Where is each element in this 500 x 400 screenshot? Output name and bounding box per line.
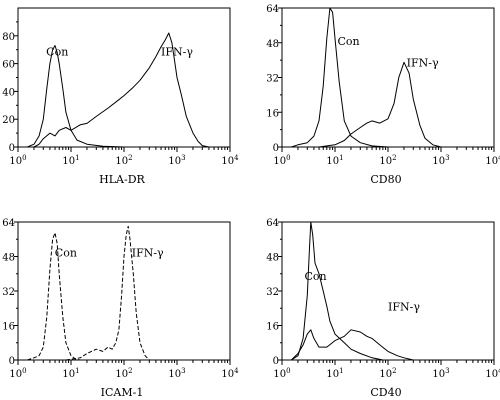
x-tick-label: 100 [273, 367, 290, 380]
x-tick-label: 102 [379, 367, 396, 380]
y-tick-label: 16 [266, 108, 279, 119]
x-axis-label: ICAM-1 [101, 386, 144, 399]
y-tick-label: 0 [9, 356, 15, 367]
x-tick-label: 104 [485, 154, 500, 167]
y-tick-label: 60 [2, 60, 15, 71]
y-tick-label: 32 [266, 74, 279, 85]
x-axis-label: HLA-DR [99, 173, 145, 186]
histogram-curve-ifn-gamma [318, 61, 442, 148]
x-tick-label: 102 [115, 367, 132, 380]
x-tick-label: 101 [326, 367, 343, 380]
x-tick-label: 103 [432, 154, 449, 167]
plot-frame [17, 221, 231, 361]
y-tick-label: 16 [266, 322, 279, 333]
x-tick-label: 103 [168, 154, 185, 167]
histogram-curve-con [291, 221, 383, 361]
x-axis-label: CD80 [370, 173, 401, 186]
y-tick-label: 64 [266, 4, 279, 15]
histogram-panel-2: 100 101 102 103 104 0 16 32 48 64 CD80 Con IFN-γ [266, 4, 500, 186]
series-label-ifn-gamma: IFN-γ [407, 57, 439, 70]
x-tick-label: 104 [221, 367, 239, 380]
y-tick-label: 16 [2, 322, 15, 333]
y-tick-label: 48 [266, 253, 279, 264]
y-tick-label: 32 [2, 287, 15, 298]
y-tick-label: 20 [2, 115, 15, 126]
y-tick-label: 32 [266, 287, 279, 298]
histogram-curve-ifn-gamma [33, 32, 210, 148]
x-tick-label: 100 [9, 154, 26, 167]
x-tick-label: 103 [432, 367, 449, 380]
x-tick-label: 102 [379, 154, 396, 167]
series-label-con: Con [337, 35, 359, 48]
histogram-curve-con [27, 45, 125, 148]
histogram-panel-4: 100 101 102 103 104 0 16 32 48 64 CD40 Con IFN-γ [266, 218, 500, 399]
x-tick-label: 101 [62, 154, 79, 167]
x-tick-label: 101 [62, 367, 79, 380]
histogram-curve-ifn-gamma [290, 329, 414, 361]
x-tick-label: 104 [485, 367, 500, 380]
plot-frame [281, 7, 495, 148]
y-tick-label: 0 [273, 356, 279, 367]
histogram-curve-con [27, 232, 81, 361]
y-tick-label: 40 [2, 87, 15, 98]
x-tick-label: 103 [168, 367, 185, 380]
series-label-con: Con [55, 247, 77, 260]
y-tick-label: 64 [266, 218, 279, 229]
x-axis-label: CD40 [370, 386, 401, 399]
histogram-curve-con [291, 7, 389, 148]
x-tick-label: 104 [221, 154, 239, 167]
x-tick-label: 101 [326, 154, 343, 167]
plot-frame [17, 7, 231, 148]
x-tick-label: 102 [115, 154, 132, 167]
histogram-panel-3: 100 101 102 103 104 0 16 32 48 64 ICAM-1 Con IFN-γ [2, 218, 239, 399]
y-tick-label: 80 [2, 32, 15, 43]
series-label-ifn-gamma: IFN-γ [132, 247, 164, 260]
series-label-ifn-gamma: IFN-γ [388, 300, 420, 313]
series-label-ifn-gamma: IFN-γ [161, 45, 193, 58]
series-label-con: Con [305, 270, 327, 283]
series-label-con: Con [46, 45, 68, 58]
x-tick-label: 100 [273, 154, 290, 167]
y-tick-label: 0 [9, 143, 15, 154]
histogram-panel-1: 100 101 102 103 104 0 20 40 60 80 HLA-DR Con IFN-γ [2, 7, 239, 186]
x-tick-label: 100 [9, 367, 26, 380]
histogram-curve-ifn-gamma [65, 225, 150, 361]
y-tick-label: 0 [273, 143, 279, 154]
y-tick-label: 48 [2, 253, 15, 264]
y-tick-label: 64 [2, 218, 15, 229]
y-tick-label: 48 [266, 39, 279, 50]
